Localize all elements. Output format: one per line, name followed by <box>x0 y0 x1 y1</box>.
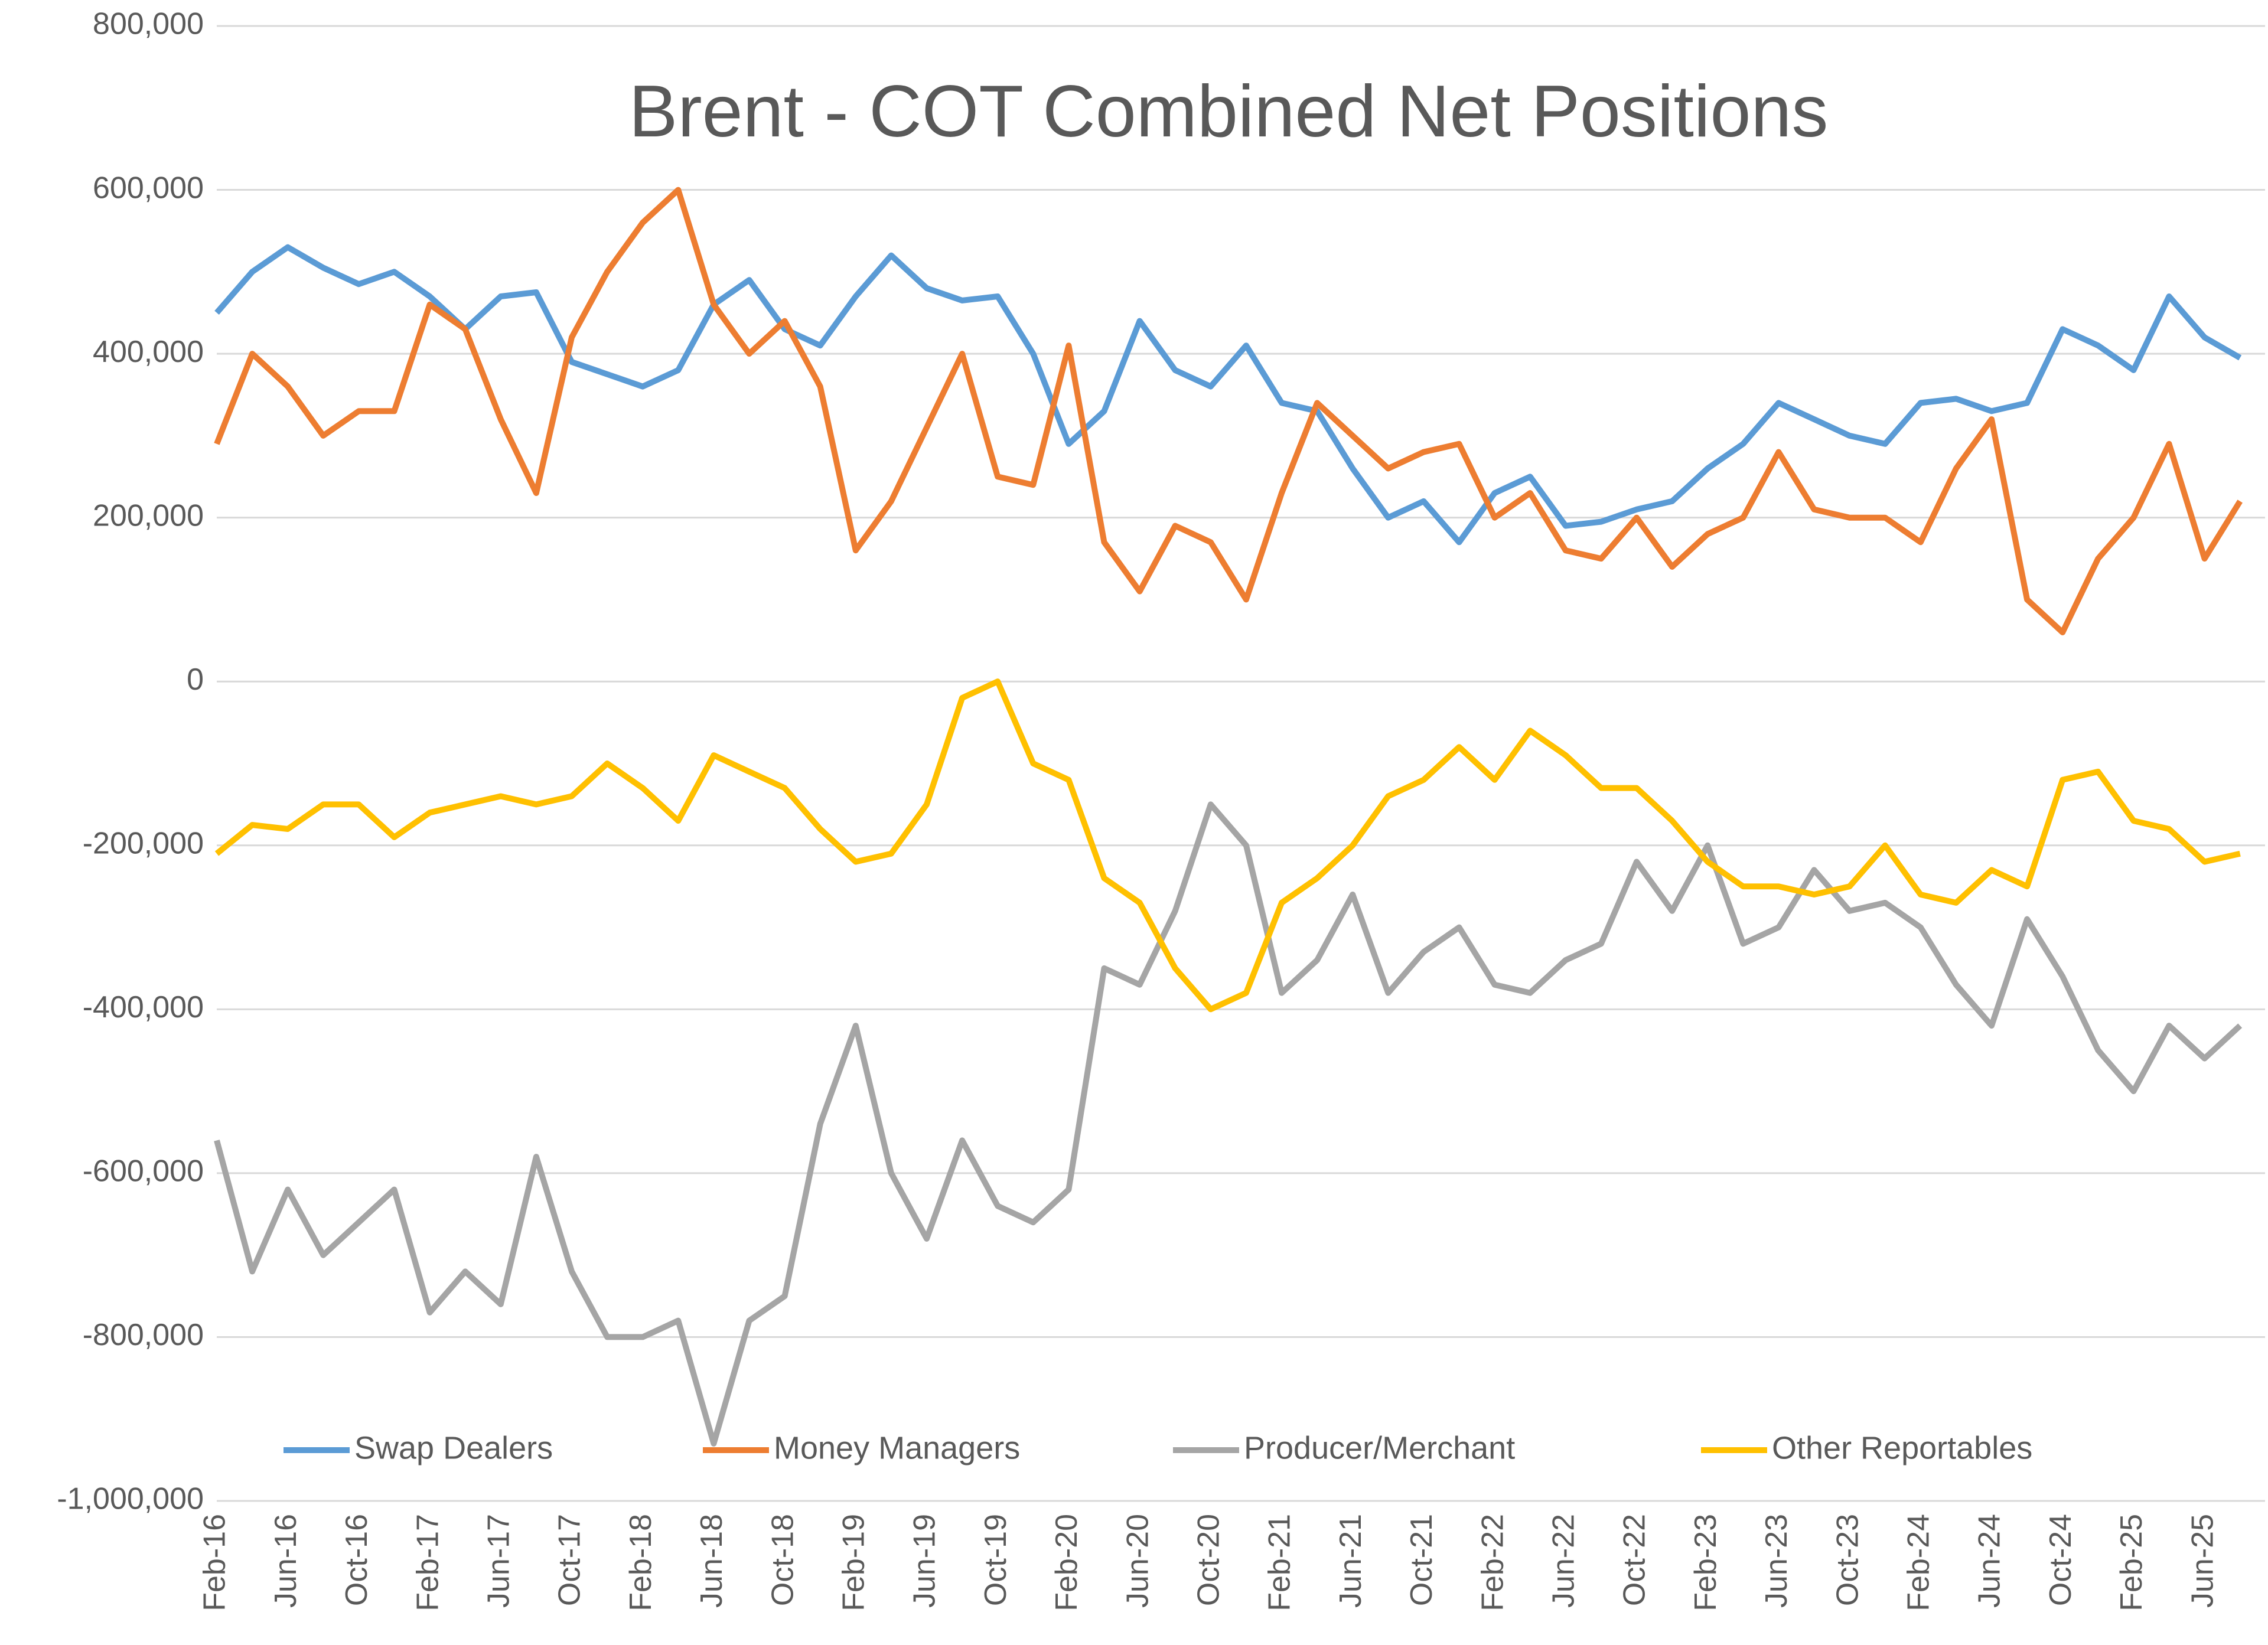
x-tick-label: Feb-19 <box>837 1514 871 1611</box>
x-tick-label: Feb-16 <box>198 1514 232 1611</box>
y-tick-label: 400,000 <box>93 335 204 369</box>
x-tick-label: Oct-19 <box>979 1514 1013 1606</box>
x-tick-label: Jun-18 <box>695 1514 729 1608</box>
legend-label: Money Managers <box>774 1430 1020 1466</box>
x-tick-label: Feb-23 <box>1689 1514 1723 1611</box>
x-tick-label: Jun-20 <box>1120 1514 1155 1608</box>
x-tick-label: Jun-22 <box>1547 1514 1581 1608</box>
x-tick-label: Oct-16 <box>340 1514 374 1606</box>
y-tick-label: 600,000 <box>93 171 204 205</box>
x-tick-label: Feb-22 <box>1475 1514 1510 1611</box>
x-tick-label: Feb-17 <box>410 1514 445 1611</box>
y-tick-label: -1,000,000 <box>57 1482 204 1516</box>
y-tick-label: -400,000 <box>83 990 204 1024</box>
series-line <box>214 801 2243 1447</box>
series-line <box>214 244 2242 546</box>
x-tick-label: Oct-20 <box>1192 1514 1226 1606</box>
legend-label: Producer/Merchant <box>1244 1430 1515 1466</box>
y-tick-label: -200,000 <box>83 827 204 861</box>
x-tick-label: Jun-24 <box>1973 1514 2007 1608</box>
y-tick-label: -800,000 <box>83 1318 204 1352</box>
chart-title: Brent - COT Combined Net Positions <box>629 71 1829 152</box>
x-tick-label: Oct-18 <box>765 1514 800 1606</box>
x-tick-label: Feb-21 <box>1263 1514 1297 1611</box>
x-tick-label: Oct-23 <box>1830 1514 1865 1606</box>
y-tick-label: 800,000 <box>93 7 204 41</box>
x-tick-label: Oct-17 <box>553 1514 587 1606</box>
series-line <box>214 187 2243 635</box>
x-tick-label: Feb-20 <box>1050 1514 1084 1611</box>
x-tick-label: Feb-24 <box>1902 1514 1936 1611</box>
x-tick-label: Feb-25 <box>2114 1514 2149 1611</box>
y-tick-label: 0 <box>187 662 204 697</box>
legend-label: Other Reportables <box>1772 1430 2032 1466</box>
x-tick-label: Jun-21 <box>1334 1514 1368 1608</box>
x-tick-label: Feb-18 <box>624 1514 658 1611</box>
legend-label: Swap Dealers <box>354 1430 553 1466</box>
x-tick-label: Jun-25 <box>2185 1514 2220 1608</box>
x-tick-label: Oct-24 <box>2044 1514 2078 1606</box>
x-tick-label: Jun-19 <box>908 1514 942 1608</box>
series-line <box>214 678 2241 1013</box>
y-tick-label: -600,000 <box>83 1154 204 1189</box>
x-tick-label: Oct-21 <box>1405 1514 1439 1606</box>
x-tick-label: Jun-17 <box>482 1514 516 1608</box>
x-tick-label: Jun-23 <box>1759 1514 1794 1608</box>
x-tick-label: Jun-16 <box>269 1514 303 1608</box>
y-tick-label: 200,000 <box>93 498 204 533</box>
x-tick-label: Oct-22 <box>1618 1514 1652 1606</box>
